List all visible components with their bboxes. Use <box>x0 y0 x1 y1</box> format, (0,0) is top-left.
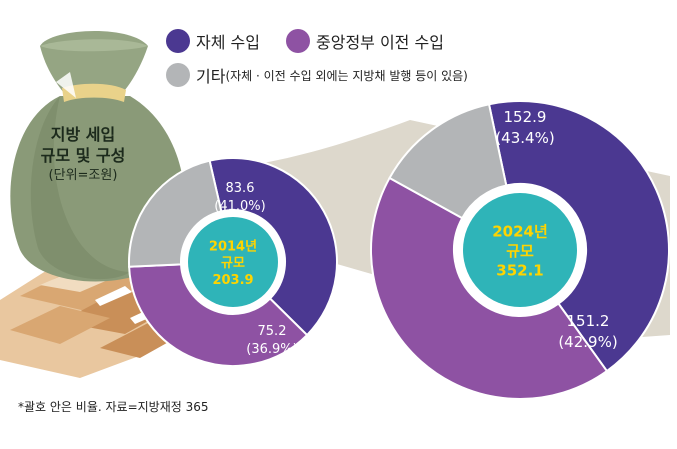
legend-swatch <box>166 29 190 53</box>
data-label-value: 152.9 <box>504 108 547 126</box>
source-footnote: *괄호 안은 비율. 자료=지방재정 365 <box>18 400 209 414</box>
data-label-percent: (41.0%) <box>214 199 265 214</box>
center-label: 2024년 <box>492 223 548 241</box>
center-disc <box>463 193 577 307</box>
legend-item-other: 기타 (자체 · 이전 수입 외에는 지방채 발행 등이 있음) <box>166 63 468 87</box>
center-label: 규모 <box>506 242 534 260</box>
center-label: 352.1 <box>496 262 543 280</box>
data-label-percent: (36.9%) <box>246 342 297 357</box>
legend-item-own-revenue: 자체 수입 <box>166 29 260 53</box>
legend-note: (자체 · 이전 수입 외에는 지방채 발행 등이 있음) <box>225 68 468 83</box>
data-label-percent: (43.4%) <box>495 129 554 147</box>
data-label-value: 75.2 <box>258 324 287 339</box>
center-disc <box>188 217 278 307</box>
legend-label: 중앙정부 이전 수입 <box>316 33 444 52</box>
data-label-value: 151.2 <box>567 312 610 330</box>
title-line-1: 지방 세입 <box>50 125 116 144</box>
center-label: 2014년 <box>209 239 257 254</box>
data-label-percent: (42.9%) <box>558 333 617 351</box>
title-line-2: 규모 및 구성 <box>40 146 126 165</box>
legend-label: 자체 수입 <box>196 33 260 52</box>
chart-title: 지방 세입 규모 및 구성 (단위=조원) <box>28 124 138 186</box>
legend-item-central-transfer: 중앙정부 이전 수입 <box>286 29 444 53</box>
legend-swatch <box>286 29 310 53</box>
center-label: 규모 <box>221 256 245 271</box>
legend-label: 기타 <box>196 67 226 86</box>
data-label-value: 83.6 <box>226 181 255 196</box>
unit-label: (단위=조원) <box>48 168 118 183</box>
center-label: 203.9 <box>212 273 253 288</box>
legend-swatch <box>166 63 190 87</box>
